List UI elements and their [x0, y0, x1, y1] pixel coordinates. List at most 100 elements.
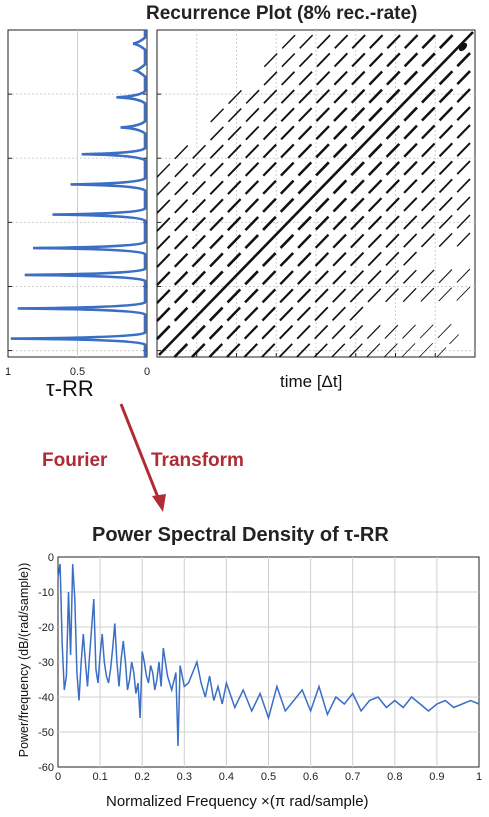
rp-diagonal-segment — [332, 288, 347, 303]
psd-panel: 0 0.1 0.2 0.3 0.4 0.5 0.6 0.7 0.8 0.9 1 0 -10 -20 -30 -… — [38, 552, 482, 783]
rp-diagonal-segment — [368, 88, 383, 104]
rp-diagonal-segment — [438, 214, 453, 230]
rp-diagonal-segment — [243, 343, 258, 358]
rp-diagonal-segment — [156, 217, 171, 232]
rp-diagonal-segment — [367, 233, 382, 249]
rp-diagonal-segment — [227, 162, 242, 177]
rp-diagonal-segment — [228, 89, 242, 105]
rp-diagonal-segment — [367, 143, 383, 158]
tau-rr-xtick-label: 0.5 — [70, 366, 85, 378]
rp-diagonal-segment — [279, 252, 295, 267]
rp-diagonal-segment — [262, 197, 277, 213]
rp-diagonal-segment — [244, 198, 260, 213]
psd-xtick-label: 0.6 — [303, 771, 318, 783]
rp-diagonal-segment — [456, 160, 471, 175]
rp-diagonal-segment — [208, 324, 224, 340]
rp-diagonal-segment — [438, 34, 454, 50]
rp-diagonal-segment — [208, 306, 224, 322]
rp-diagonal-segment — [438, 142, 454, 158]
rp-diagonal-segment — [385, 251, 400, 267]
rp-diagonal-segment — [192, 144, 207, 159]
rp-diagonal-segment — [296, 306, 311, 322]
rp-diagonal-segment — [314, 288, 329, 303]
rp-diagonal-segment — [245, 143, 260, 159]
rp-diagonal-segment — [438, 287, 453, 302]
rp-diagonal-segment — [281, 34, 296, 49]
psd-xtick-label: 1 — [476, 771, 482, 783]
psd-ytick-label: -50 — [38, 727, 54, 739]
rp-diagonal-segment — [314, 252, 330, 267]
rp-diagonal-segment — [421, 88, 436, 104]
rp-diagonal-segment — [386, 70, 401, 86]
rp-diagonal-segment — [280, 161, 295, 177]
rp-diagonal-segment — [420, 269, 435, 284]
rp-diagonal-segment — [420, 287, 435, 302]
rp-diagonal-segment — [456, 142, 471, 157]
rp-diagonal-segment — [244, 234, 260, 250]
rp-diagonal-segment — [156, 289, 171, 304]
rp-diagonal-segment — [315, 89, 331, 104]
rp-diagonal-segment — [244, 216, 260, 231]
rp-diagonal-segment — [156, 181, 171, 196]
rp-diagonal-segment — [385, 142, 401, 158]
rp-diagonal-segment — [299, 34, 314, 49]
psd-ytick-label: -60 — [38, 762, 54, 774]
rp-diagonal-segment — [174, 163, 189, 178]
rp-diagonal-segment — [280, 125, 295, 141]
rp-diagonal-segment — [315, 125, 330, 141]
rp-diagonal-segment — [333, 107, 348, 122]
psd-xlabel: Normalized Frequency ×(π rad/sample) — [106, 793, 369, 810]
rp-diagonal-segment — [156, 325, 171, 340]
rp-diagonal-segment — [456, 286, 471, 301]
rp-diagonal-segment — [298, 107, 313, 122]
rp-diagonal-segment — [243, 324, 259, 340]
rp-diagonal-segment — [456, 52, 472, 68]
rp-diagonal-segment — [245, 107, 260, 123]
rp-diagonal-segment — [350, 215, 365, 231]
rp-diagonal-segment — [279, 233, 295, 249]
rp-diagonal-segment — [332, 233, 347, 249]
rp-diagonal-segment — [403, 251, 418, 266]
psd-ytick-label: -20 — [38, 622, 54, 634]
rp-diagonal-segment — [297, 215, 312, 231]
rp-diagonal-segment — [349, 270, 364, 285]
rp-diagonal-segment — [261, 252, 277, 268]
rp-diagonal-segment — [244, 180, 260, 195]
rp-diagonal-segment — [244, 306, 259, 322]
rp-diagonal-segment — [156, 271, 171, 286]
psd-xtick-label: 0.9 — [429, 771, 444, 783]
rp-diagonal-segment — [367, 251, 382, 267]
tau-rr-panel: 1 0.5 0 — [5, 29, 150, 378]
rp-diagonal-segment — [349, 324, 364, 340]
rp-diagonal-segment — [403, 52, 419, 68]
tau-rr-xtick-label: 0 — [144, 366, 150, 378]
rp-diagonal-segment — [438, 160, 453, 176]
rp-diagonal-segment — [226, 343, 241, 358]
rp-diagonal-segment — [226, 306, 241, 322]
tau-rr-ticks: 1 0.5 0 — [5, 366, 150, 378]
psd-title: Power Spectral Density of τ-RR — [92, 524, 389, 546]
rp-diagonal-segment — [403, 160, 418, 176]
rp-diagonal-segment — [296, 343, 311, 358]
rp-diagonal-segment — [350, 251, 365, 267]
rp-diagonal-segment — [209, 144, 224, 159]
rp-diagonal-segment — [367, 161, 383, 176]
rp-diagonal-segment — [403, 142, 418, 158]
rp-diagonal-segment — [297, 179, 313, 195]
psd-ylabel: Power/frequency (dB/(rad/sample)) — [17, 562, 31, 758]
rp-diagonal-segment — [226, 288, 242, 304]
rp-diagonal-segment — [191, 198, 206, 214]
rp-diagonal-segment — [173, 270, 189, 286]
rp-diagonal-segment — [174, 145, 189, 160]
tau-rr-line — [10, 30, 147, 357]
rp-diagonal-segment — [227, 126, 242, 141]
rp-diagonal-segment — [438, 232, 453, 248]
rp-diagonal-segment — [278, 324, 294, 340]
rp-diagonal-segment — [403, 124, 418, 140]
recurrence-plot-xlabel: time [Δt] — [280, 372, 343, 391]
rp-diagonal-segment — [438, 178, 453, 194]
rp-diagonal-segment — [334, 34, 349, 49]
rp-diagonal-segment — [263, 107, 278, 123]
rp-diagonal-segment — [227, 144, 242, 159]
